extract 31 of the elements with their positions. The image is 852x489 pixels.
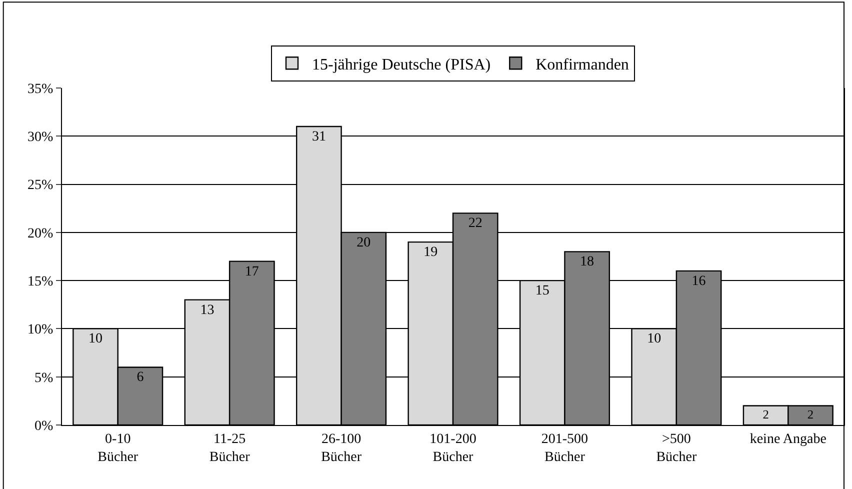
data-label: 20 bbox=[356, 235, 371, 250]
data-label: 16 bbox=[692, 274, 706, 289]
legend-label: 15-jährige Deutsche (PISA) bbox=[312, 56, 491, 74]
data-label: 2 bbox=[807, 407, 814, 422]
y-tick-label: 20% bbox=[28, 226, 54, 242]
data-label: 17 bbox=[244, 264, 259, 280]
x-tick-label: 11-25 Bücher bbox=[209, 432, 250, 465]
data-label: 19 bbox=[424, 245, 438, 260]
data-label: 10 bbox=[647, 332, 662, 347]
y-tick-label: 30% bbox=[28, 130, 54, 146]
data-label: 18 bbox=[580, 254, 594, 270]
data-label: 13 bbox=[200, 302, 214, 318]
x-tick-label: >500 Bücher bbox=[656, 432, 697, 465]
y-tick-label: 25% bbox=[28, 178, 54, 194]
y-tick-label: 35% bbox=[28, 82, 54, 97]
data-label: 10 bbox=[88, 332, 103, 347]
y-tick-label: 15% bbox=[28, 274, 54, 290]
y-tick-label: 10% bbox=[28, 322, 54, 338]
x-tick-label: 26-100 Bücher bbox=[321, 432, 362, 465]
data-label: 6 bbox=[136, 370, 144, 386]
x-tick-label: keine Angabe bbox=[750, 432, 826, 447]
legend-label: Konfirmanden bbox=[536, 56, 629, 74]
data-label: 31 bbox=[312, 130, 326, 145]
x-tick-label: 0-10 Bücher bbox=[98, 432, 138, 465]
data-label: 22 bbox=[468, 216, 482, 232]
data-label: 2 bbox=[762, 407, 769, 422]
y-tick-label: 0% bbox=[34, 418, 54, 434]
x-tick-label: 101-200 Bücher bbox=[430, 432, 476, 465]
x-tick-label: 201-500 Bücher bbox=[541, 432, 588, 465]
data-label: 15 bbox=[535, 284, 550, 299]
y-tick-label: 5% bbox=[34, 370, 54, 386]
